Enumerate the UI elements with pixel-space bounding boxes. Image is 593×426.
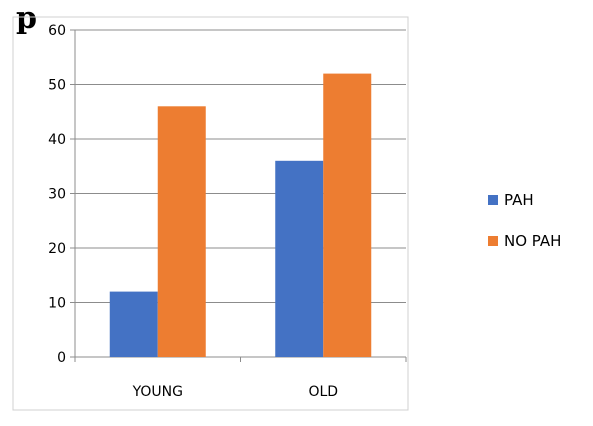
y-tick-label: 30 [48, 187, 66, 203]
legend-label: PAH [504, 191, 534, 209]
y-tick-label: 40 [48, 132, 66, 148]
x-tick-label: YOUNG [132, 384, 183, 400]
x-tick-labels: YOUNG OLD [132, 384, 338, 400]
bars [109, 73, 372, 357]
y-tick-label: 10 [48, 296, 66, 312]
chart-frame [12, 16, 409, 411]
bar-pah-old [275, 160, 324, 357]
x-tick-label: OLD [308, 384, 338, 400]
top-text-fragment: p [16, 1, 37, 36]
y-tick-label: 20 [48, 241, 66, 257]
y-tick-label: 60 [48, 23, 66, 39]
y-tick-label: 0 [57, 350, 66, 366]
y-tick-label: 50 [48, 78, 66, 94]
bar-no-pah-old [323, 73, 372, 357]
legend: PAH NO PAH [488, 191, 561, 250]
bar-pah-young [109, 291, 158, 357]
y-tick-labels: 0 10 20 30 40 50 60 [48, 23, 66, 366]
legend-swatch [488, 195, 498, 205]
bar-no-pah-young [157, 106, 206, 357]
legend-label: NO PAH [504, 232, 561, 250]
legend-swatch [488, 236, 498, 246]
